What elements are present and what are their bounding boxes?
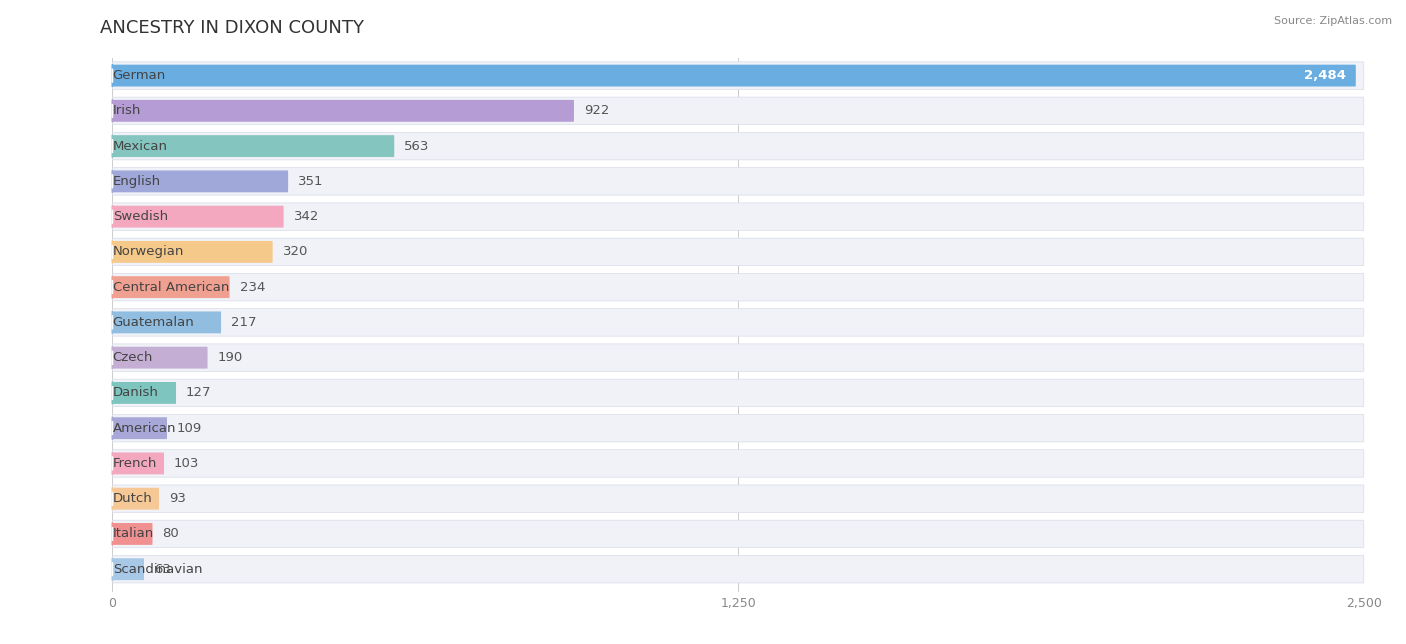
FancyBboxPatch shape (112, 558, 143, 580)
FancyBboxPatch shape (112, 344, 1364, 372)
Text: Irish: Irish (112, 104, 141, 117)
FancyBboxPatch shape (112, 308, 1364, 336)
FancyBboxPatch shape (112, 100, 574, 122)
Text: 234: 234 (239, 281, 264, 294)
Text: ANCESTRY IN DIXON COUNTY: ANCESTRY IN DIXON COUNTY (100, 19, 364, 37)
FancyBboxPatch shape (112, 97, 1364, 124)
Text: 320: 320 (283, 245, 308, 258)
FancyBboxPatch shape (112, 485, 1364, 513)
FancyBboxPatch shape (112, 488, 159, 509)
Text: Source: ZipAtlas.com: Source: ZipAtlas.com (1274, 16, 1392, 26)
Text: American: American (112, 422, 176, 435)
Text: 563: 563 (405, 140, 430, 153)
Text: Czech: Czech (112, 351, 153, 364)
FancyBboxPatch shape (112, 238, 1364, 265)
Text: 80: 80 (163, 527, 180, 540)
FancyBboxPatch shape (112, 450, 1364, 477)
FancyBboxPatch shape (112, 171, 288, 193)
FancyBboxPatch shape (112, 64, 1355, 86)
Text: 922: 922 (583, 104, 609, 117)
Text: Norwegian: Norwegian (112, 245, 184, 258)
FancyBboxPatch shape (112, 203, 1364, 231)
FancyBboxPatch shape (112, 167, 1364, 195)
FancyBboxPatch shape (112, 523, 152, 545)
Text: 190: 190 (218, 351, 243, 364)
FancyBboxPatch shape (112, 415, 1364, 442)
Text: 217: 217 (231, 316, 257, 329)
Text: Dutch: Dutch (112, 492, 152, 505)
Text: Scandinavian: Scandinavian (112, 563, 202, 576)
FancyBboxPatch shape (112, 453, 165, 475)
Text: Central American: Central American (112, 281, 229, 294)
Text: 2,484: 2,484 (1303, 69, 1346, 82)
FancyBboxPatch shape (112, 62, 1364, 90)
Text: German: German (112, 69, 166, 82)
Text: 93: 93 (169, 492, 186, 505)
Text: 351: 351 (298, 175, 323, 188)
Text: French: French (112, 457, 157, 470)
FancyBboxPatch shape (112, 135, 394, 157)
FancyBboxPatch shape (112, 382, 176, 404)
FancyBboxPatch shape (112, 241, 273, 263)
Text: 127: 127 (186, 386, 211, 399)
Text: Italian: Italian (112, 527, 153, 540)
FancyBboxPatch shape (112, 520, 1364, 547)
Text: Mexican: Mexican (112, 140, 167, 153)
Text: 63: 63 (155, 563, 172, 576)
FancyBboxPatch shape (112, 346, 208, 368)
FancyBboxPatch shape (112, 417, 167, 439)
FancyBboxPatch shape (112, 312, 221, 334)
Text: Swedish: Swedish (112, 210, 167, 223)
FancyBboxPatch shape (112, 276, 229, 298)
FancyBboxPatch shape (112, 379, 1364, 406)
FancyBboxPatch shape (112, 205, 284, 227)
Text: Danish: Danish (112, 386, 159, 399)
FancyBboxPatch shape (112, 133, 1364, 160)
FancyBboxPatch shape (112, 556, 1364, 583)
Text: 109: 109 (177, 422, 202, 435)
Text: 103: 103 (174, 457, 200, 470)
Text: 342: 342 (294, 210, 319, 223)
Text: English: English (112, 175, 160, 188)
Text: Guatemalan: Guatemalan (112, 316, 194, 329)
FancyBboxPatch shape (112, 274, 1364, 301)
